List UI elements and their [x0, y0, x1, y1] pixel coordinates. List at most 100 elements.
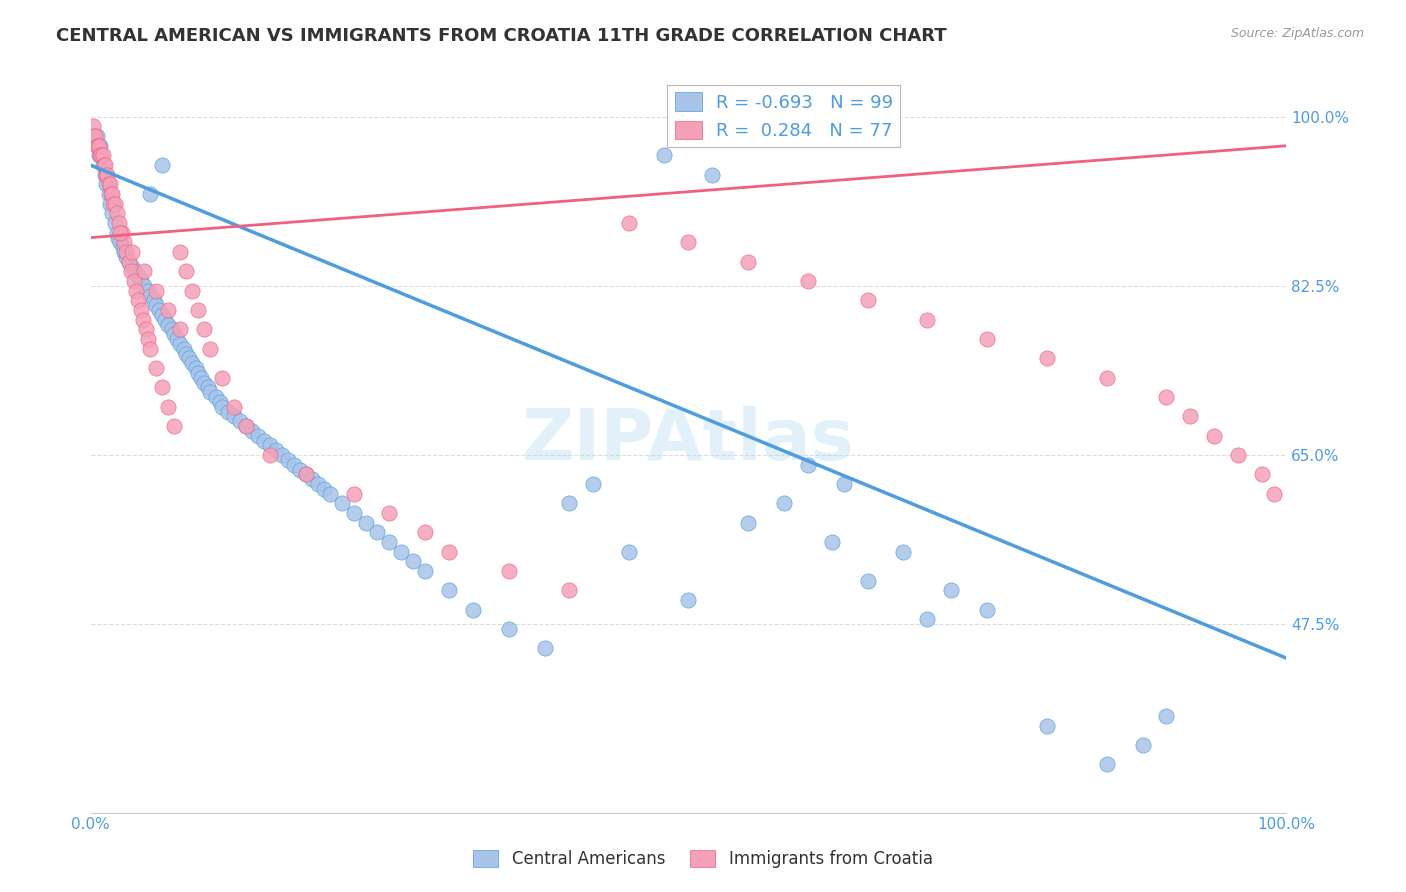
- Point: [143, 293, 166, 308]
- Point: [264, 443, 287, 458]
- Point: [702, 168, 724, 182]
- Point: [558, 583, 581, 598]
- Point: [90, 148, 112, 162]
- Point: [1156, 709, 1178, 723]
- Point: [134, 264, 156, 278]
- Point: [150, 158, 173, 172]
- Point: [301, 472, 323, 486]
- Point: [235, 419, 257, 434]
- Point: [211, 370, 233, 384]
- Point: [1263, 486, 1285, 500]
- Point: [402, 554, 425, 568]
- Point: [94, 168, 117, 182]
- Point: [129, 303, 152, 318]
- Point: [177, 351, 200, 366]
- Point: [797, 458, 820, 472]
- Point: [187, 366, 209, 380]
- Point: [208, 395, 231, 409]
- Point: [91, 158, 114, 172]
- Point: [1095, 370, 1118, 384]
- Point: [378, 535, 401, 549]
- Point: [118, 254, 141, 268]
- Point: [342, 506, 364, 520]
- Point: [86, 138, 108, 153]
- Point: [122, 274, 145, 288]
- Point: [169, 245, 191, 260]
- Point: [127, 293, 149, 308]
- Point: [678, 235, 700, 250]
- Point: [678, 593, 700, 607]
- Point: [98, 196, 121, 211]
- Point: [222, 409, 245, 424]
- Point: [312, 482, 335, 496]
- Point: [105, 206, 128, 220]
- Point: [111, 240, 134, 254]
- Point: [91, 148, 114, 162]
- Point: [118, 254, 141, 268]
- Point: [1180, 409, 1202, 424]
- Point: [917, 612, 939, 626]
- Point: [87, 148, 110, 162]
- Point: [235, 419, 257, 434]
- Point: [169, 337, 191, 351]
- Point: [342, 486, 364, 500]
- Point: [270, 448, 292, 462]
- Point: [211, 400, 233, 414]
- Point: [917, 312, 939, 326]
- Point: [169, 322, 191, 336]
- Point: [976, 602, 998, 616]
- Point: [217, 404, 239, 418]
- Point: [103, 196, 125, 211]
- Point: [463, 602, 485, 616]
- Point: [617, 544, 640, 558]
- Point: [190, 370, 212, 384]
- Point: [93, 158, 115, 172]
- Point: [134, 279, 156, 293]
- Point: [773, 496, 796, 510]
- Point: [439, 583, 461, 598]
- Point: [259, 438, 281, 452]
- Point: [120, 264, 142, 278]
- Point: [294, 467, 316, 482]
- Point: [654, 148, 676, 162]
- Point: [121, 260, 143, 274]
- Point: [277, 453, 299, 467]
- Point: [105, 226, 128, 240]
- Point: [193, 322, 215, 336]
- Point: [127, 269, 149, 284]
- Point: [124, 264, 146, 278]
- Point: [413, 564, 436, 578]
- Point: [253, 434, 276, 448]
- Point: [439, 544, 461, 558]
- Point: [132, 312, 155, 326]
- Point: [354, 516, 377, 530]
- Point: [139, 187, 162, 202]
- Point: [582, 477, 605, 491]
- Point: [173, 342, 195, 356]
- Point: [389, 544, 412, 558]
- Point: [498, 564, 520, 578]
- Point: [1156, 390, 1178, 404]
- Point: [617, 216, 640, 230]
- Point: [145, 298, 167, 312]
- Point: [89, 138, 111, 153]
- Point: [307, 477, 329, 491]
- Point: [139, 288, 162, 302]
- Point: [87, 138, 110, 153]
- Point: [136, 332, 159, 346]
- Point: [498, 622, 520, 636]
- Point: [82, 120, 104, 134]
- Point: [294, 467, 316, 482]
- Point: [198, 342, 221, 356]
- Point: [84, 129, 107, 144]
- Point: [97, 178, 120, 192]
- Point: [125, 284, 148, 298]
- Point: [110, 226, 132, 240]
- Point: [246, 428, 269, 442]
- Point: [229, 414, 252, 428]
- Point: [366, 525, 388, 540]
- Point: [145, 361, 167, 376]
- Point: [174, 346, 197, 360]
- Point: [160, 322, 183, 336]
- Point: [163, 419, 186, 434]
